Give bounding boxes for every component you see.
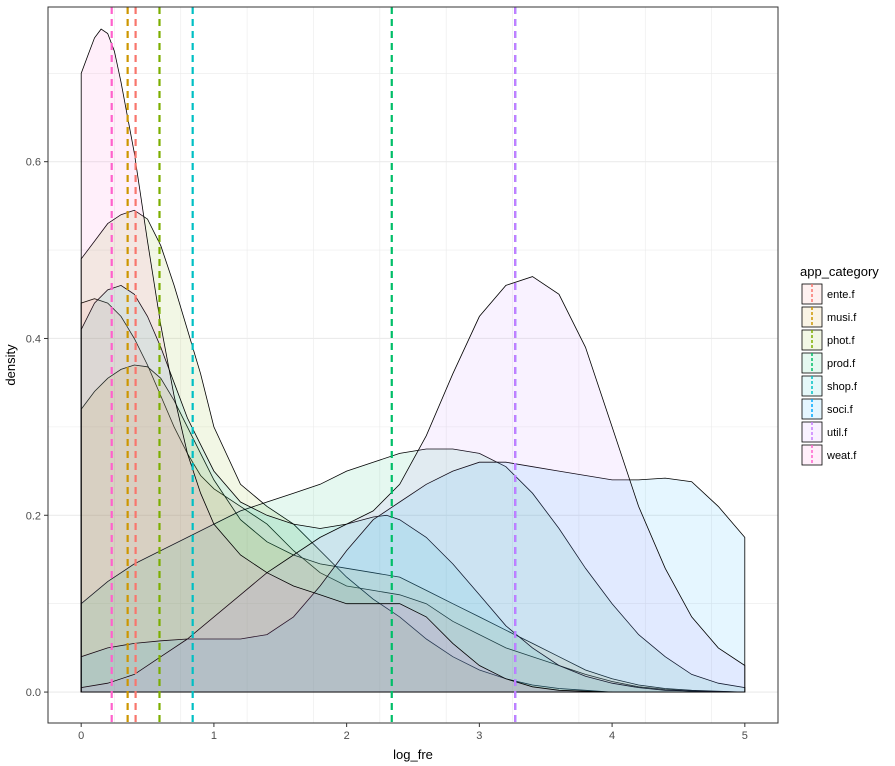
legend-label: shop.f (827, 381, 858, 393)
density-area-ente-f (80, 298, 745, 693)
y-tick-label: 0.4 (26, 333, 41, 345)
x-tick-label: 4 (609, 730, 615, 742)
density-area-prod-f (80, 448, 746, 693)
legend-item-musi-f: musi.f (801, 306, 857, 328)
x-tick-label: 3 (476, 730, 482, 742)
legend: app_category ente.f musi.f phot.f prod.f sho… (800, 264, 879, 466)
y-tick-label: 0.0 (26, 687, 41, 699)
legend-label: soci.f (827, 404, 854, 416)
density-area-musi-f (80, 364, 745, 693)
density-area-weat-f (80, 28, 613, 693)
y-axis-title: density (3, 344, 18, 386)
legend-title: app_category (800, 264, 879, 279)
legend-item-shop-f: shop.f (801, 375, 858, 397)
legend-item-phot-f: phot.f (801, 329, 855, 351)
legend-items: ente.f musi.f phot.f prod.f shop.f soci.f util… (801, 283, 858, 466)
y-tick-label: 0.2 (26, 510, 41, 522)
legend-item-prod-f: prod.f (801, 352, 856, 374)
x-tick-label: 1 (211, 730, 217, 742)
grid (47, 7, 779, 723)
x-tick-label: 2 (344, 730, 350, 742)
density-area-util-f (80, 276, 746, 693)
x-tick-label: 0 (78, 730, 84, 742)
legend-item-util-f: util.f (801, 421, 848, 443)
legend-item-weat-f: weat.f (801, 444, 857, 466)
y-axis-ticks: 0.0 0.2 0.4 0.6 (26, 157, 48, 699)
legend-label: weat.f (826, 450, 857, 462)
plot-border (47, 6, 779, 724)
legend-label: phot.f (827, 335, 855, 347)
y-tick-label: 0.6 (26, 157, 41, 169)
x-tick-label: 5 (742, 730, 748, 742)
legend-label: prod.f (827, 358, 856, 370)
density-areas (80, 28, 746, 693)
legend-item-ente-f: ente.f (801, 283, 855, 305)
x-axis-ticks: 0 1 2 3 4 5 (78, 723, 748, 742)
legend-label: musi.f (827, 312, 857, 324)
legend-item-soci-f: soci.f (801, 398, 854, 420)
x-axis-title: log_fre (393, 747, 433, 762)
legend-label: util.f (827, 427, 848, 439)
legend-label: ente.f (827, 289, 855, 301)
density-area-soci-f (80, 461, 746, 693)
